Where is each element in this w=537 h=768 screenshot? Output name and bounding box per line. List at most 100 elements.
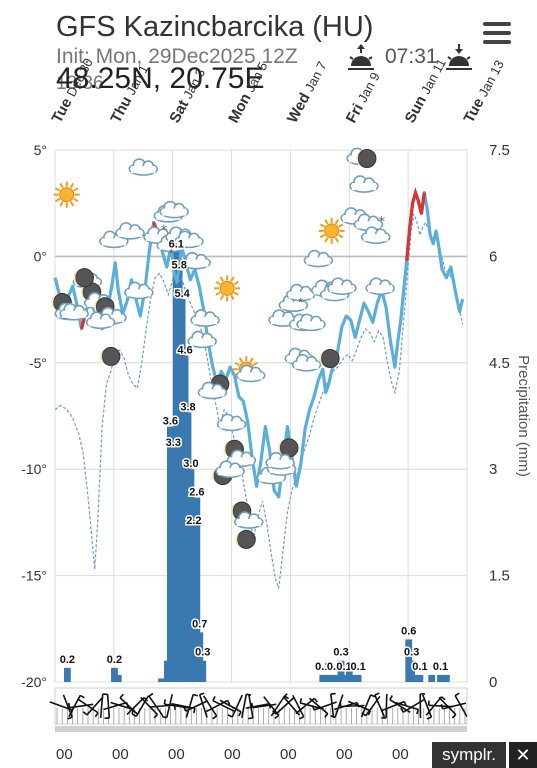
wind-barb-flag: [161, 715, 167, 719]
precip-bar-label: 0.1: [315, 661, 330, 673]
snow-flake: *: [298, 296, 303, 310]
wind-barb: [106, 693, 111, 719]
moon-icon: [355, 149, 377, 169]
sun-ray: [324, 237, 329, 243]
wind-barb: [245, 703, 270, 709]
sun-ray: [73, 197, 79, 203]
sun-ray: [249, 357, 254, 363]
y-tick-label: -10°: [21, 461, 47, 477]
wind-barb: [219, 699, 242, 713]
precip-bar: [193, 497, 201, 682]
cloud-icon: [216, 413, 247, 432]
moon-crescent: [355, 149, 365, 168]
wind-barb: [422, 694, 433, 718]
wind-barb: [110, 701, 134, 711]
wind-barb-flag: [251, 702, 254, 708]
wind-barb-flag: [193, 708, 196, 714]
cloud-fill: [281, 302, 306, 310]
wind-barb-flag: [374, 692, 380, 696]
cloud-fill: [238, 372, 263, 380]
location-title: GFS Kazincbarcika (HU): [56, 11, 374, 43]
cloud-fill: [271, 317, 296, 325]
moon-disc: [236, 529, 256, 549]
sun-icon: [214, 275, 241, 302]
sun-ray: [59, 182, 64, 189]
cloud-icon: [296, 313, 326, 332]
right-tick-label: 3: [489, 461, 497, 478]
cloud-fill: [200, 389, 225, 397]
precip-bar-label: 3.6: [163, 416, 178, 428]
hour-label: 00: [56, 746, 73, 763]
sun-disc: [59, 187, 75, 203]
cloud-fill: [306, 257, 331, 265]
moon-disc: [74, 268, 94, 288]
precip-bar-label: 6.1: [169, 238, 184, 250]
moon-disc: [101, 346, 121, 366]
wind-barb-flag: [212, 715, 218, 720]
precip-bar: [196, 632, 204, 682]
sun-ray: [215, 291, 221, 296]
wind-barb: [248, 694, 254, 718]
precip-bar-label: 0.1: [336, 661, 351, 673]
wind-barb-flag: [248, 717, 254, 720]
x-tick-label: Thu Jan 1: [107, 62, 152, 126]
precip-bar: [199, 660, 207, 682]
cloud-fill: [356, 221, 381, 229]
cloud-fill: [219, 421, 244, 429]
cloud-icon: [265, 451, 295, 470]
wind-barb: [165, 694, 173, 718]
wind-barb-flag: [148, 692, 154, 697]
precip-bar-label: 0.1: [350, 661, 365, 673]
y-tick-label: 5°: [34, 142, 47, 158]
wind-barb-flag: [426, 716, 432, 720]
sun-ray: [334, 237, 339, 243]
wind-barb-flag: [361, 712, 367, 717]
cloud-fill: [118, 229, 143, 237]
moon-disc: [279, 438, 299, 458]
wind-barb-flag: [67, 716, 73, 720]
precip-bar-label: 3.3: [166, 437, 181, 449]
hour-label: 00: [392, 746, 409, 763]
close-icon[interactable]: ✕: [509, 742, 537, 768]
wind-barb: [334, 694, 344, 718]
cloud-icon: [85, 311, 116, 330]
precip-bar-label: 0.2: [60, 654, 75, 666]
cloud-icon: [181, 251, 212, 270]
precip-bar: [337, 660, 345, 682]
moon-crescent: [51, 293, 61, 312]
cloud-fill: [294, 361, 319, 369]
wind-barb: [99, 693, 104, 719]
precip-bar: [158, 678, 165, 682]
wind-barb-flag: [389, 695, 394, 701]
wind-barb: [263, 696, 280, 716]
precip-bar-label: 0.6: [401, 625, 416, 637]
wind-barb-flag: [94, 712, 99, 718]
wind-barb-flag: [238, 711, 242, 717]
sun-ray: [55, 187, 61, 192]
sun-ray: [233, 280, 239, 286]
wind-barb-flag: [227, 714, 233, 718]
cloud-fill: [352, 183, 376, 191]
wind-barb: [103, 701, 127, 711]
precip-bar: [340, 674, 348, 682]
wind-barb: [119, 697, 139, 715]
wind-barb-flag: [192, 693, 199, 697]
precip-bar-label: 0.1: [412, 661, 427, 673]
sun-ray: [233, 291, 239, 296]
wind-barb: [68, 695, 81, 717]
right-tick-label: 1.5: [489, 568, 510, 585]
sunrise-icon: [348, 44, 374, 70]
precip-bar-label: 2.2: [186, 515, 201, 527]
sun-ray: [219, 294, 225, 301]
wind-barb: [438, 696, 457, 716]
x-tick-label: Sat Jan 3: [166, 66, 209, 126]
hamburger-menu-icon[interactable]: [483, 22, 511, 44]
right-tick-label: 4.5: [489, 355, 510, 372]
cloud-fill: [299, 321, 324, 329]
moon-crescent: [235, 530, 245, 549]
brand-badge[interactable]: symplr.: [432, 742, 506, 768]
cloud-icon: [349, 175, 379, 193]
sun-ray: [338, 233, 344, 239]
wind-barb-flag: [313, 697, 319, 703]
